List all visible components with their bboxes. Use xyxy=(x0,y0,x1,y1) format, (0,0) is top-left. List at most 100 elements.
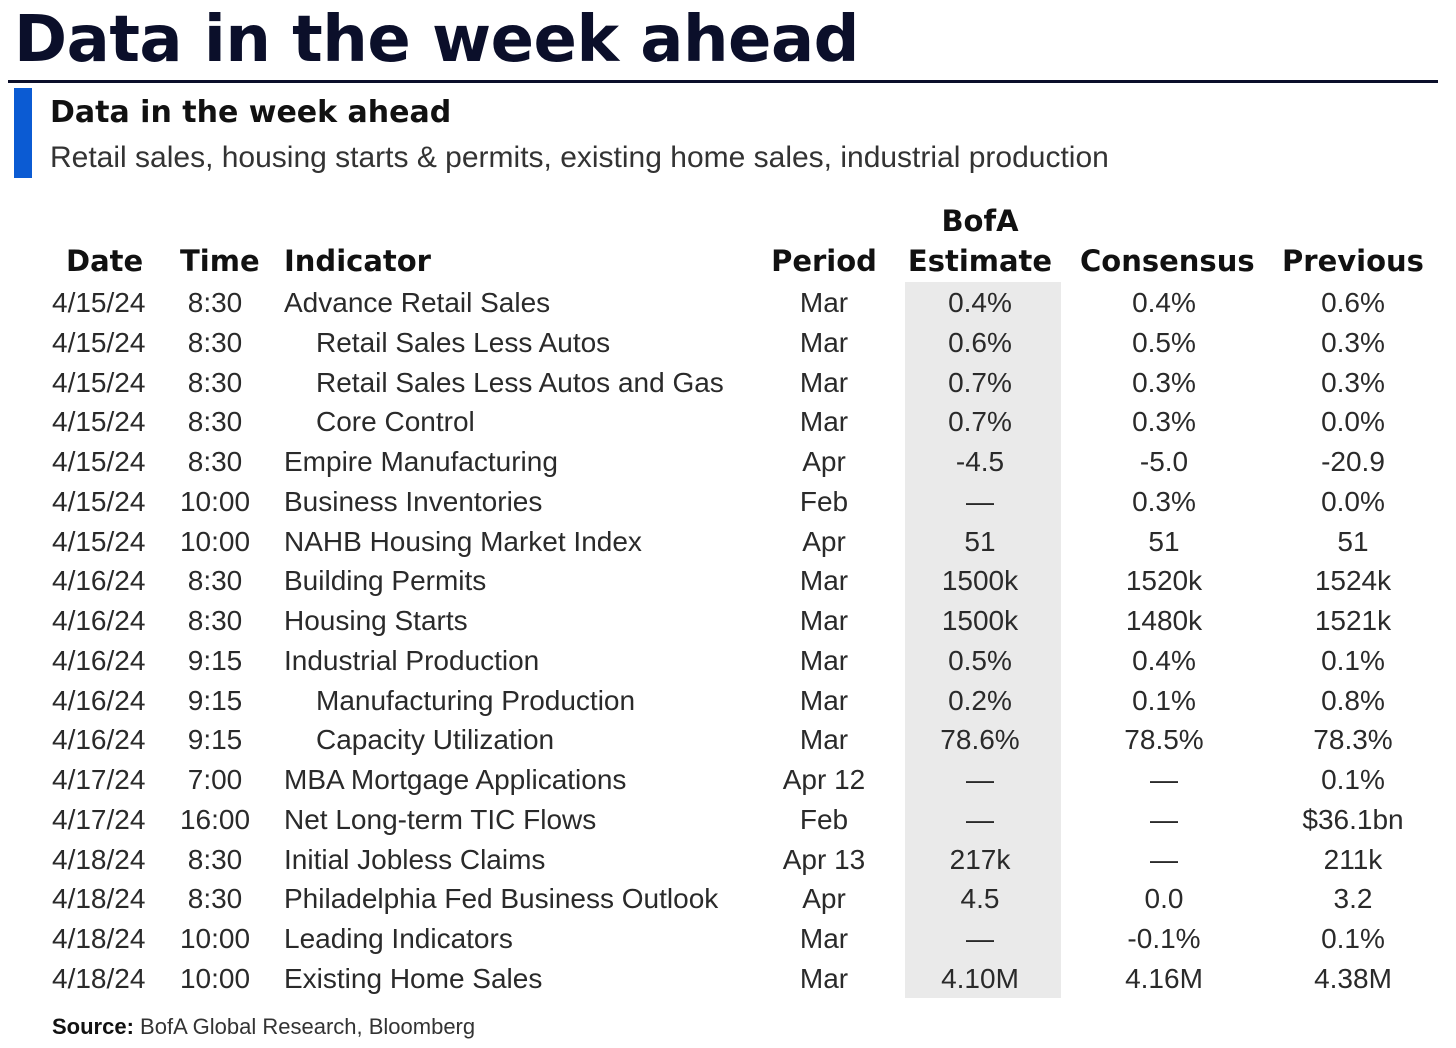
cell-bofa-estimate: — xyxy=(966,764,994,795)
cell-previous: 0.0% xyxy=(1321,406,1385,438)
estimate-column-shading xyxy=(905,282,1061,998)
table-row: 4/16/24 9:15 Capacity Utilization Mar 78.6% 7… xyxy=(0,720,1456,760)
cell-period: Mar xyxy=(799,684,849,716)
cell-period: Mar xyxy=(799,366,849,398)
cell-date: 4/16/24 xyxy=(52,684,146,716)
cell-date: 4/17/24 xyxy=(52,803,146,835)
cell-indicator: Industrial Production xyxy=(284,644,540,676)
accent-bar xyxy=(14,88,32,178)
cell-bofa-estimate: 51 xyxy=(964,525,996,557)
cell-consensus: — xyxy=(1150,764,1178,795)
cell-previous: $36.1bn xyxy=(1302,803,1404,835)
table-row: 4/18/24 10:00 Existing Home Sales Mar 4.10M 4… xyxy=(0,959,1456,999)
cell-date: 4/18/24 xyxy=(52,962,146,994)
cell-consensus: 1480k xyxy=(1125,605,1203,636)
cell-indicator: Business Inventories xyxy=(284,485,543,517)
table-row: 4/15/24 8:30 Core Control Mar 0.7% 0.3% 0.0% xyxy=(0,402,1456,442)
cell-time: 8:30 xyxy=(187,843,243,875)
cell-bofa-estimate: 4.10M xyxy=(941,962,1019,994)
cell-period: Mar xyxy=(799,565,849,597)
cell-consensus: 0.3% xyxy=(1132,366,1196,398)
cell-period: Apr xyxy=(802,525,846,557)
cell-time: 8:30 xyxy=(187,287,243,318)
page-title: Data in the week ahead xyxy=(14,3,859,77)
cell-bofa-estimate: — xyxy=(966,803,994,835)
column-header-consensus: Consensus xyxy=(1080,244,1255,278)
cell-indicator: Initial Jobless Claims xyxy=(284,843,546,875)
cell-period: Mar xyxy=(799,406,849,438)
table-row: 4/16/24 9:15 Industrial Production Mar 0.5% 0… xyxy=(0,641,1456,681)
cell-time: 10:00 xyxy=(179,923,251,954)
cell-bofa-estimate: 0.2% xyxy=(948,684,1012,716)
cell-date: 4/15/24 xyxy=(52,446,146,477)
cell-indicator: Housing Starts xyxy=(284,605,468,636)
cell-consensus: 78.5% xyxy=(1124,724,1204,756)
cell-bofa-estimate: 217k xyxy=(949,843,1011,875)
column-header-indicator: Indicator xyxy=(284,244,431,278)
cell-time: 7:00 xyxy=(187,764,243,795)
cell-indicator: Empire Manufacturing xyxy=(284,446,558,477)
cell-indicator: Retail Sales Less Autos xyxy=(316,326,611,358)
cell-time: 8:30 xyxy=(187,366,243,398)
cell-time: 10:00 xyxy=(179,525,251,557)
cell-previous: 211k xyxy=(1323,843,1383,875)
cell-bofa-estimate: 1500k xyxy=(941,565,1019,597)
column-header-previous: Previous xyxy=(1282,244,1424,278)
cell-bofa-estimate: -4.5 xyxy=(955,446,1005,477)
cell-time: 8:30 xyxy=(187,883,243,915)
table-row: 4/17/24 16:00 Net Long-term TIC Flows Feb — —… xyxy=(0,800,1456,840)
cell-bofa-estimate: — xyxy=(966,923,994,954)
cell-indicator: Philadelphia Fed Business Outlook xyxy=(284,883,719,915)
cell-time: 9:15 xyxy=(187,644,243,676)
table-row: 4/15/24 8:30 Retail Sales Less Autos Mar 0.6… xyxy=(0,323,1456,363)
cell-indicator: Advance Retail Sales xyxy=(284,287,551,318)
column-header-estimate-line1: BofA xyxy=(941,204,1019,238)
table-row: 4/15/24 10:00 Business Inventories Feb — 0.3%… xyxy=(0,482,1456,522)
cell-indicator: Retail Sales Less Autos and Gas xyxy=(316,366,724,398)
cell-date: 4/15/24 xyxy=(52,326,146,358)
cell-indicator: Manufacturing Production xyxy=(316,684,636,716)
cell-consensus: 51 xyxy=(1148,525,1180,557)
cell-date: 4/16/24 xyxy=(52,644,146,676)
column-header-period: Period xyxy=(771,244,877,278)
cell-previous: 0.1% xyxy=(1321,644,1385,676)
section-description: Retail sales, housing starts & permits, … xyxy=(50,141,1109,174)
cell-consensus: — xyxy=(1150,843,1178,875)
cell-date: 4/18/24 xyxy=(52,923,146,954)
table-body: 4/15/24 8:30 Advance Retail Sales Mar 0.4% 0.… xyxy=(0,283,1456,999)
source-note: Source: BofA Global Research, Bloomberg xyxy=(52,1012,475,1042)
table-row: 4/18/24 8:30 Philadelphia Fed Business Out… xyxy=(0,879,1456,919)
cell-date: 4/15/24 xyxy=(52,287,146,318)
cell-consensus: 0.4% xyxy=(1132,644,1196,676)
cell-previous: 4.38M xyxy=(1314,962,1392,994)
cell-previous: 51 xyxy=(1337,525,1369,557)
cell-period: Mar xyxy=(799,962,849,994)
cell-consensus: 0.3% xyxy=(1132,406,1196,438)
cell-previous: 0.3% xyxy=(1321,366,1385,398)
table-row: 4/16/24 9:15 Manufacturing Production Mar 0.… xyxy=(0,681,1456,721)
table-row: 4/18/24 8:30 Initial Jobless Claims Apr 13 2… xyxy=(0,840,1456,880)
cell-indicator: Capacity Utilization xyxy=(316,724,555,756)
cell-time: 8:30 xyxy=(187,406,243,438)
cell-period: Apr 13 xyxy=(782,843,866,875)
cell-bofa-estimate: 78.6% xyxy=(940,724,1020,756)
cell-bofa-estimate: 4.5 xyxy=(960,883,1000,915)
cell-time: 8:30 xyxy=(187,605,243,636)
cell-bofa-estimate: 0.7% xyxy=(948,366,1012,398)
cell-indicator: Leading Indicators xyxy=(284,923,513,954)
column-header-date: Date xyxy=(66,244,144,278)
table-row: 4/16/24 8:30 Building Permits Mar 1500k 1520k… xyxy=(0,561,1456,601)
cell-previous: 1521k xyxy=(1314,605,1392,636)
cell-date: 4/18/24 xyxy=(52,883,146,915)
cell-bofa-estimate: — xyxy=(966,485,994,517)
cell-consensus: -0.1% xyxy=(1127,923,1201,954)
section-title: Data in the week ahead xyxy=(50,95,452,130)
cell-previous: -20.9 xyxy=(1321,446,1385,477)
cell-bofa-estimate: 0.5% xyxy=(948,644,1012,676)
cell-consensus: — xyxy=(1150,803,1178,835)
cell-previous: 0.8% xyxy=(1321,684,1385,716)
cell-previous: 3.2 xyxy=(1333,883,1373,915)
source-text: BofA Global Research, Bloomberg xyxy=(140,1014,476,1039)
cell-consensus: 0.0 xyxy=(1144,883,1184,915)
cell-date: 4/16/24 xyxy=(52,565,146,597)
